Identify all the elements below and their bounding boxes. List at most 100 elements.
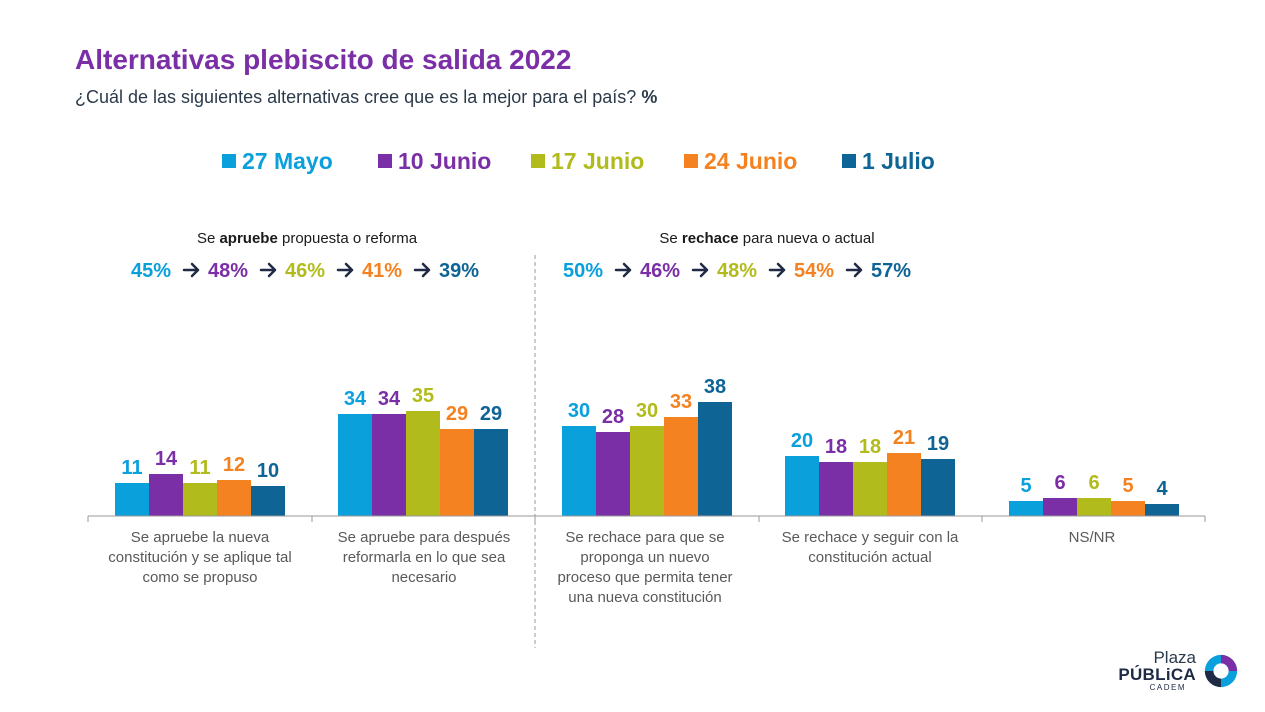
group-header: Se rechace para nueva o actual: [659, 230, 874, 247]
group-total-value: 48%: [208, 260, 248, 282]
logo-line-plaza: Plaza: [1153, 648, 1196, 667]
bar: [853, 462, 887, 516]
bar: [887, 453, 921, 516]
group-total-value: 54%: [794, 260, 834, 282]
bar: [338, 414, 372, 516]
bar-value-label: 10: [257, 460, 279, 482]
bar: [664, 417, 698, 516]
category-label: Se rechace y seguir con la constitución a…: [782, 529, 959, 566]
swirl-logo-icon: [1204, 654, 1238, 688]
bar: [251, 486, 285, 516]
bar-value-label: 5: [1020, 475, 1031, 497]
arrow-right-icon: [614, 262, 632, 278]
category-label-line: Se apruebe la nueva: [131, 529, 270, 546]
bar-value-label: 6: [1088, 472, 1099, 494]
bar: [596, 432, 630, 516]
arrow-right-icon: [691, 262, 709, 278]
bar-value-label: 30: [636, 400, 658, 422]
category-label-line: necesario: [391, 569, 456, 586]
bar: [785, 456, 819, 516]
bar: [921, 459, 955, 516]
bar: [1111, 501, 1145, 516]
category-label-line: constitución actual: [808, 549, 931, 566]
bar-value-label: 18: [825, 436, 847, 458]
bar: [183, 483, 217, 516]
bar: [1043, 498, 1077, 516]
group-total-value: 41%: [362, 260, 402, 282]
bar: [1145, 504, 1179, 516]
arrow-right-icon: [768, 262, 786, 278]
bar: [819, 462, 853, 516]
plaza-publica-cadem-logo: Plaza PÚBLiCA CADEM: [1118, 648, 1242, 693]
bar-value-label: 29: [446, 403, 468, 425]
bar: [440, 429, 474, 516]
bar: [1077, 498, 1111, 516]
bar-value-label: 29: [480, 403, 502, 425]
arrow-right-icon: [413, 262, 431, 278]
bar: [630, 426, 664, 516]
bar: [698, 402, 732, 516]
bar-value-label: 18: [859, 436, 881, 458]
bar: [1009, 501, 1043, 516]
bar-value-label: 11: [121, 457, 142, 479]
category-label-line: reformarla en lo que sea: [343, 549, 506, 566]
group-total-value: 48%: [717, 260, 757, 282]
bar-value-label: 6: [1054, 472, 1065, 494]
group-header: Se apruebe propuesta o reforma: [197, 230, 418, 247]
category-label-line: Se rechace para que se: [565, 529, 724, 546]
bar-value-label: 12: [223, 454, 245, 476]
bar: [372, 414, 406, 516]
bar: [217, 480, 251, 516]
chart-subtitle: ¿Cuál de las siguientes alternativas cre…: [75, 87, 657, 108]
arrow-right-icon: [259, 262, 277, 278]
legend-swatch: [531, 154, 545, 168]
bar-value-label: 11: [189, 457, 210, 479]
bar-value-label: 4: [1156, 478, 1168, 500]
bar: [149, 474, 183, 516]
group-header-part: Se: [659, 230, 682, 247]
arrow-right-icon: [182, 262, 200, 278]
legend-label: 10 Junio: [398, 148, 491, 174]
bar-value-label: 5: [1122, 475, 1133, 497]
bar-value-label: 20: [791, 430, 813, 452]
bar-value-label: 30: [568, 400, 590, 422]
bar: [562, 426, 596, 516]
legend-label: 1 Julio: [862, 148, 935, 174]
bar-value-label: 33: [670, 391, 692, 413]
category-label-line: NS/NR: [1069, 529, 1116, 546]
category-label-line: Se apruebe para después: [338, 529, 511, 546]
logo-line-publica: PÚBLiCA: [1118, 665, 1196, 684]
legend-swatch: [842, 154, 856, 168]
arrow-right-icon: [336, 262, 354, 278]
category-label-line: proponga un nuevo: [580, 549, 709, 566]
bar-value-label: 28: [602, 406, 624, 428]
bar-value-label: 35: [412, 385, 434, 407]
category-label-line: Se rechace y seguir con la: [782, 529, 959, 546]
bar-value-label: 19: [927, 433, 949, 455]
bar: [115, 483, 149, 516]
category-label-line: una nueva constitución: [568, 589, 721, 606]
legend-swatch: [378, 154, 392, 168]
category-label: NS/NR: [1069, 529, 1116, 546]
subtitle-question: ¿Cuál de las siguientes alternativas cre…: [75, 87, 637, 107]
group-header-part: Se: [197, 230, 220, 247]
subtitle-unit: %: [641, 87, 658, 107]
bar-value-label: 34: [344, 388, 367, 410]
bar-value-label: 14: [155, 448, 178, 470]
category-label: Se apruebe la nueva constitución y se apl…: [108, 529, 291, 586]
category-label-line: proceso que permita tener: [557, 569, 732, 586]
group-header-part: propuesta o reforma: [278, 230, 418, 247]
group-total-value: 46%: [285, 260, 325, 282]
legend-label: 24 Junio: [704, 148, 797, 174]
group-total-value: 50%: [563, 260, 603, 282]
legend-label: 27 Mayo: [242, 148, 333, 174]
chart-title: Alternativas plebiscito de salida 2022: [75, 44, 572, 75]
bar-value-label: 21: [893, 427, 915, 449]
legend-swatch: [222, 154, 236, 168]
legend-label: 17 Junio: [551, 148, 644, 174]
bar-value-label: 34: [378, 388, 401, 410]
group-header-part: rechace: [682, 230, 739, 247]
group-header-part: para nueva o actual: [739, 230, 875, 247]
bar: [474, 429, 508, 516]
